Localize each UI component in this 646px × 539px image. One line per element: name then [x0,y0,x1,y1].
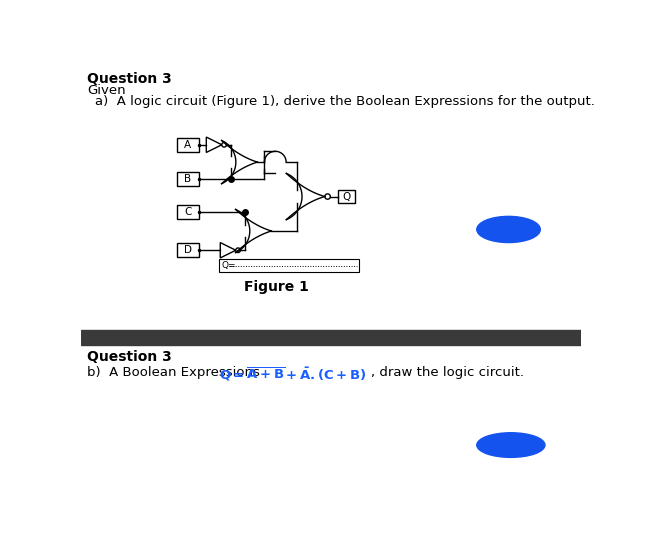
Text: Figure 1: Figure 1 [244,280,309,294]
Bar [177,172,198,186]
Bar [81,329,581,345]
Text: Q=: Q= [221,261,236,270]
Text: $\mathbf{Q = \overline{A+B}+\bar{A}.(C+B)}$: $\mathbf{Q = \overline{A+B}+\bar{A}.(C+B… [219,366,366,383]
Text: Q: Q [342,191,351,202]
Text: A: A [184,140,191,150]
Text: D: D [183,245,192,255]
Text: Question 3: Question 3 [87,72,172,86]
Bar [177,205,198,219]
Text: Question 3: Question 3 [87,350,172,364]
Text: , draw the logic circuit.: , draw the logic circuit. [371,366,525,379]
Text: a)  A logic circuit (Figure 1), derive the Boolean Expressions for the output.: a) A logic circuit (Figure 1), derive th… [95,95,594,108]
Text: Given: Given [87,84,125,97]
Bar [338,190,355,204]
Ellipse shape [477,216,540,243]
Text: b)  A Boolean Expressions: b) A Boolean Expressions [87,366,264,379]
Text: B: B [184,175,191,184]
Ellipse shape [477,433,545,458]
Text: C: C [184,207,191,217]
Bar [219,259,359,272]
Bar [177,243,198,257]
Bar [177,138,198,151]
